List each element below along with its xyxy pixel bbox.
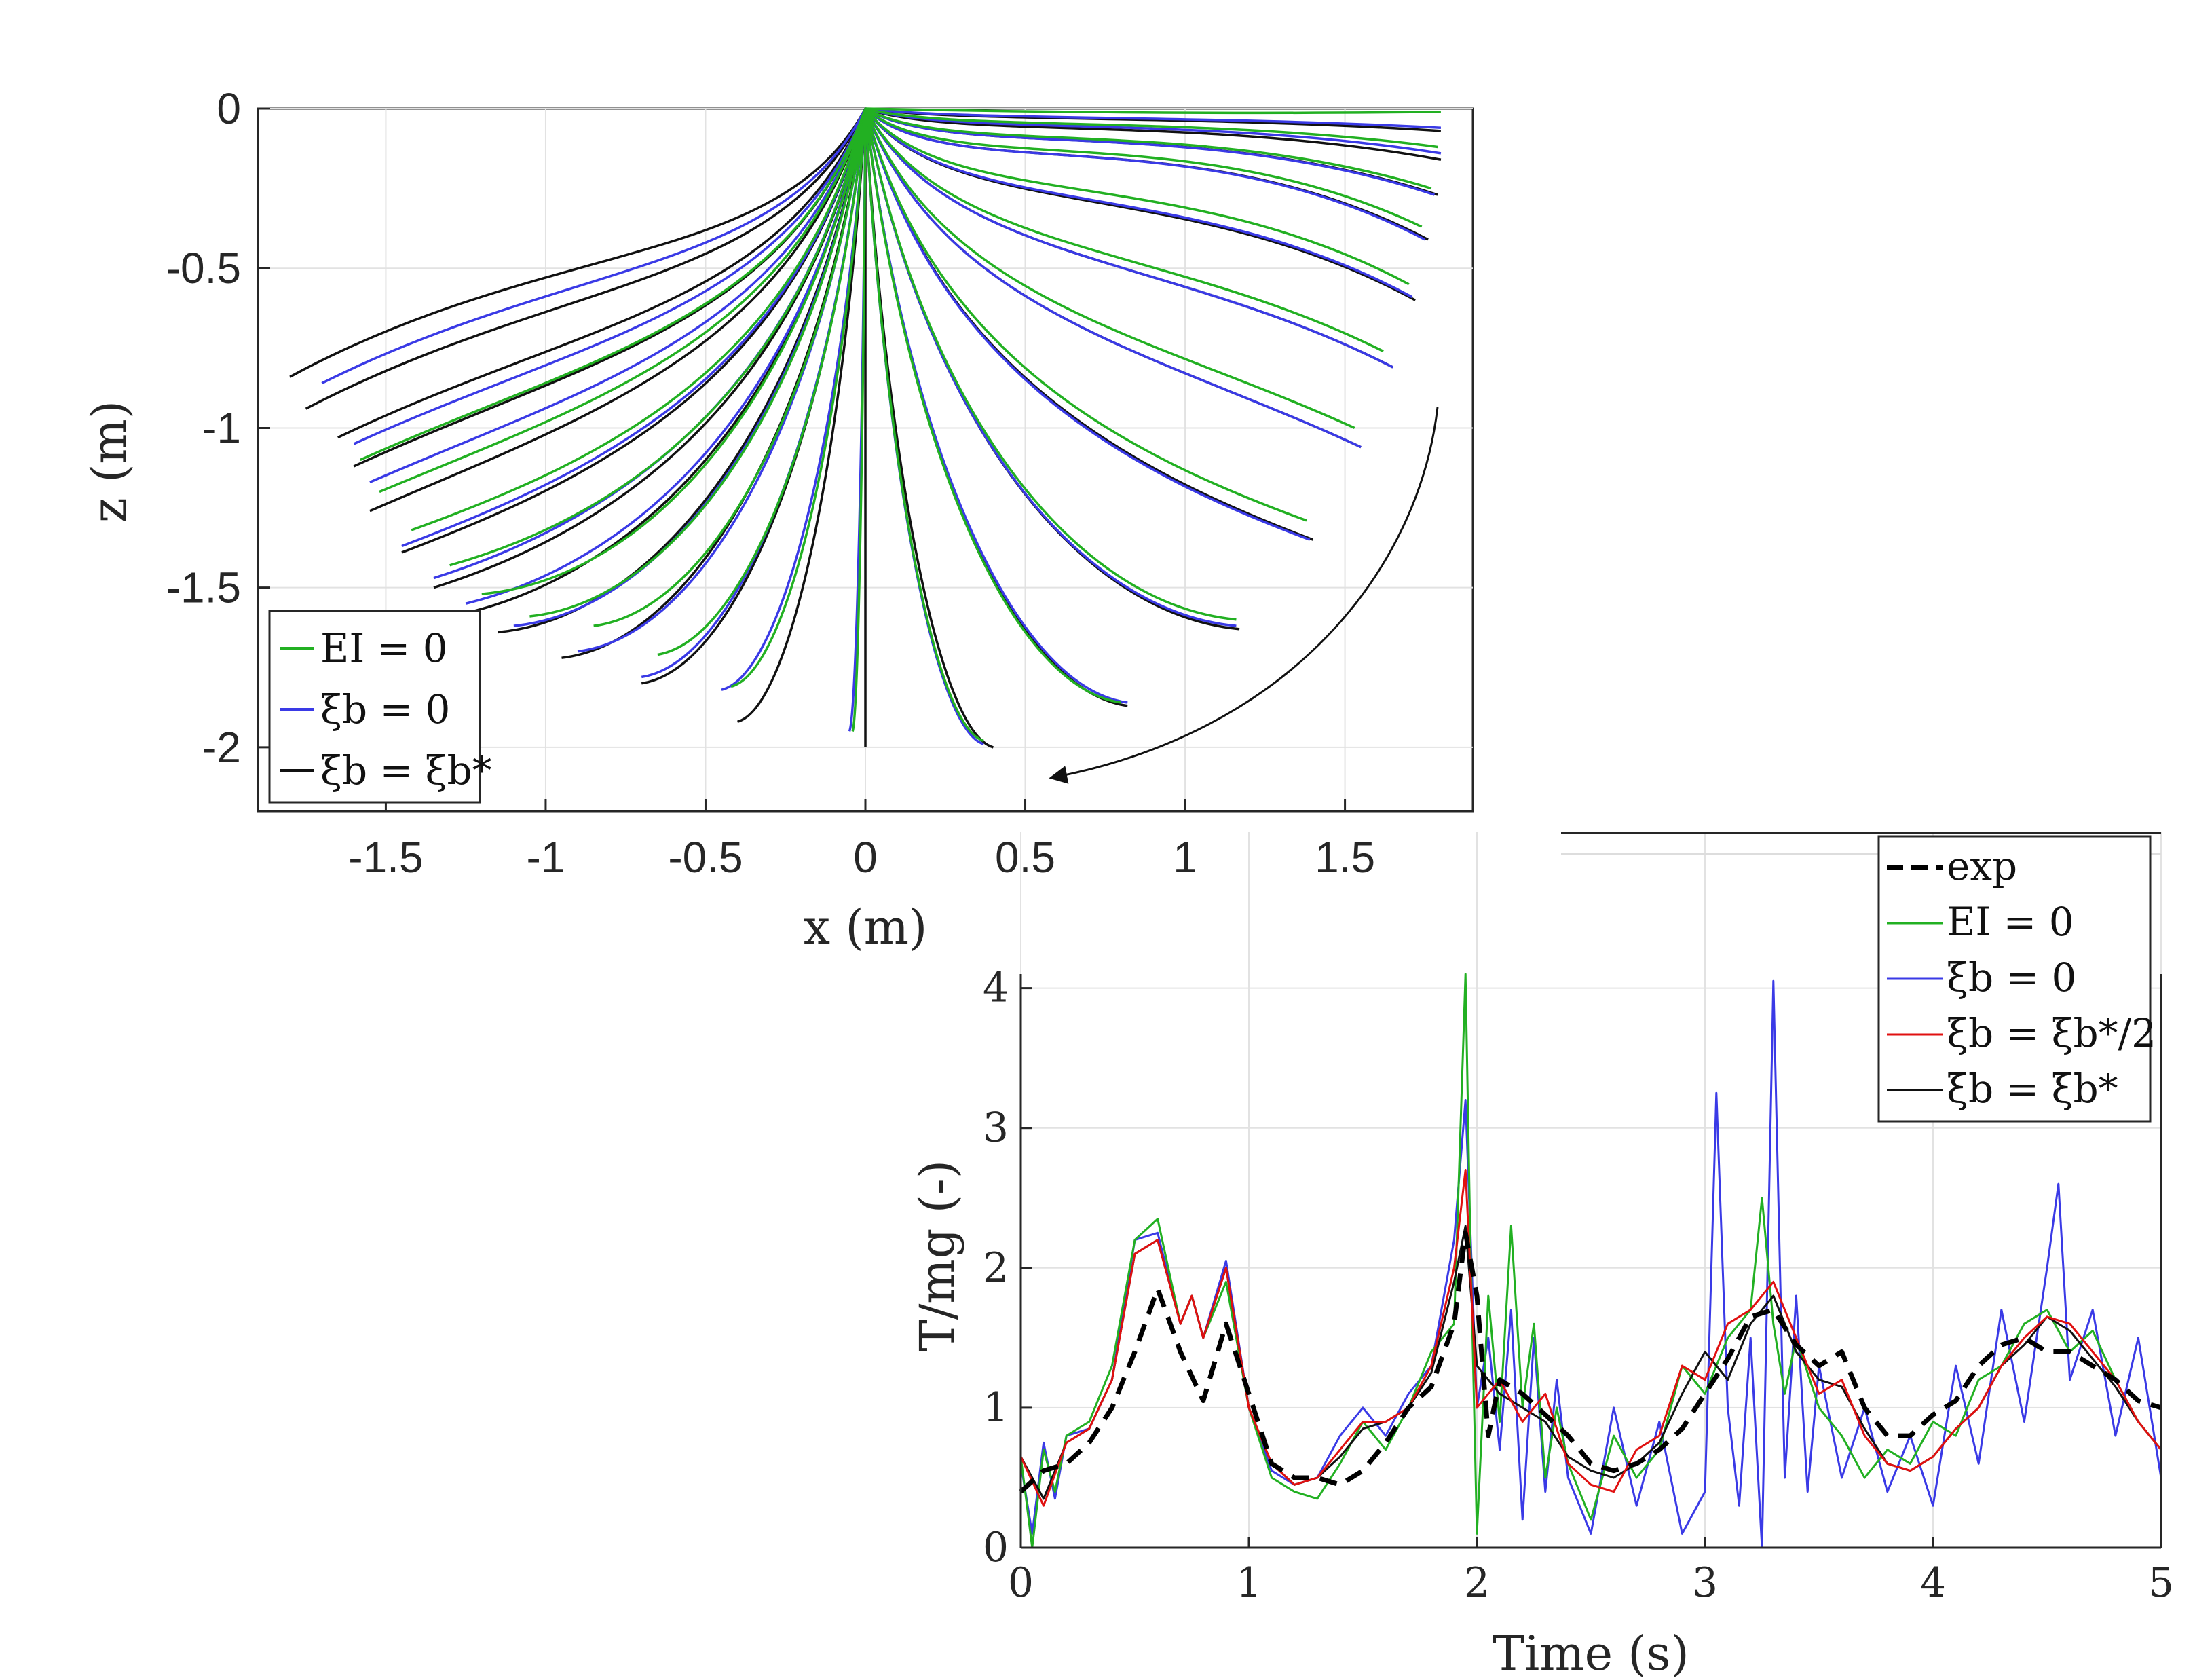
plot2-series-3 [1019, 1169, 2162, 1507]
plot1-y-tick-label: -0.5 [166, 244, 241, 293]
plot1-curve-2-6 [593, 108, 867, 627]
plot1-curve-1-16 [864, 108, 1394, 369]
plot1-x-tick-label: 1.5 [1315, 833, 1375, 882]
plot1-curve-0-4 [369, 108, 867, 512]
plot1-curve-2-20 [865, 107, 1441, 115]
plot2-legend-label: ξb = ξb* [1947, 1066, 2118, 1112]
plot1-curve-2-15 [864, 108, 1384, 353]
plot1-curve-1-20 [865, 107, 1442, 155]
plot1-curve-2-17 [864, 107, 1423, 228]
plot1-curve-2-12 [864, 108, 1237, 621]
plot1-curve-2-10 [864, 108, 984, 743]
plot2-x-axis-label: Time (s) [1493, 1626, 1689, 1680]
plot1-curve-2-8 [730, 108, 867, 688]
plot1-curve-1-14 [864, 108, 1311, 541]
plot1-curve-1-2 [369, 108, 867, 484]
plot2-x-tick-label: 3 [1692, 1559, 1718, 1607]
plot2-x-tick-label: 0 [1008, 1559, 1034, 1607]
plot-tension-time: 0 1 2 3 4 5 0 1 2 3 4 Time (s) T/mg (-) exp EI = 0 ξ… [909, 832, 2174, 1680]
plot1-legend-label: EI = 0 [320, 625, 448, 671]
plot1-curve-2-3 [449, 108, 867, 567]
plot1-x-tick-label: -0.5 [668, 833, 743, 882]
plot2-legend: exp EI = 0 ξb = 0 ξb = ξb*/2 ξb = ξb* [1877, 835, 2156, 1123]
plot1-curve-2-9 [851, 108, 867, 732]
plot1-x-axis-label: x (m) [804, 899, 928, 955]
plot1-curve-0-11 [737, 108, 867, 723]
plot1-curve-1-1 [353, 108, 867, 445]
plot2-x-tick-label: 2 [1464, 1559, 1490, 1607]
plot1-y-tick-label: -1.5 [166, 563, 241, 612]
plot1-x-tick-label: -1 [526, 833, 565, 882]
plot2-y-tick-label: 1 [983, 1384, 1009, 1432]
plot2-y-tick-label: 4 [983, 965, 1009, 1012]
plot1-x-tick-label: 0.5 [995, 833, 1055, 882]
plot1-x-tick-label: 0 [853, 833, 878, 882]
plot1-curve-0-0 [289, 108, 867, 378]
plot1-curve-2-7 [657, 108, 867, 656]
plot1-curve-2-16 [864, 107, 1410, 286]
plot1-x-tick-label: 1 [1173, 833, 1197, 882]
plot1-curve-2-11 [864, 108, 1122, 704]
plot1-curve-0-1 [305, 108, 867, 410]
plot1-curve-0-2 [337, 108, 867, 439]
plot1-curve-2-13 [864, 108, 1307, 522]
plot1-y-axis-label: z (m) [81, 400, 137, 523]
plot1-legend-label: ξb = ξb* [320, 747, 492, 794]
plot1-legend: EI = 0 ξb = 0 ξb = ξb* [268, 610, 492, 804]
plot2-legend-label: ξb = ξb*/2 [1947, 1010, 2156, 1056]
plot1-curve-2-14 [864, 108, 1355, 430]
plot2-x-tick-label: 5 [2148, 1559, 2174, 1607]
plot2-x-tick-label: 1 [1236, 1559, 1262, 1607]
plot2-legend-label: EI = 0 [1947, 899, 2074, 945]
plot1-x-tick-label: -1.5 [348, 833, 423, 882]
plot1-curve-0-22 [865, 107, 1442, 161]
plot2-series-0 [1019, 1230, 2162, 1494]
plot2-y-tick-label: 2 [983, 1244, 1009, 1292]
plot1-curve-1-21 [865, 107, 1441, 129]
plot2-y-axis-label: T/mg (-) [909, 1160, 965, 1351]
plot1-curve-1-17 [864, 107, 1413, 299]
plot2-y-tick-label: 0 [983, 1524, 1009, 1571]
plot1-curve-1-0 [321, 108, 867, 385]
plot1-curves [289, 107, 1442, 749]
plot2-legend-label: exp [1947, 843, 2017, 889]
plot1-curve-2-18 [865, 107, 1432, 190]
plot1-y-tick-label: -2 [202, 723, 241, 772]
plot1-curve-1-15 [864, 108, 1362, 449]
plot1-curve-2-1 [379, 108, 867, 493]
plot1-curve-1-18 [864, 107, 1426, 241]
plot1-y-tick-label: -1 [202, 403, 241, 452]
plot1-curve-2-19 [865, 107, 1438, 149]
plot1-y-tick-label: 0 [217, 84, 241, 133]
plot1-curve-2-0 [360, 108, 867, 462]
plot1-curve-2-4 [481, 108, 867, 595]
plot2-x-tick-label: 4 [1920, 1559, 1946, 1607]
plot2-curves [1019, 973, 2162, 1549]
plot1-curve-2-2 [411, 108, 867, 531]
plot1-tick-labels: -1.5 -1 -0.5 0 0.5 1 1.5 0 -0.5 -1 -1.5 -2 [166, 84, 1375, 882]
plot1-legend-label: ξb = 0 [320, 686, 450, 732]
plot-rod-shapes: -1.5 -1 -0.5 0 0.5 1 1.5 0 -0.5 -1 -1.5 -2 x (m) z … [81, 84, 1474, 955]
plot1-curve-2-5 [529, 108, 867, 618]
plot2-tick-labels: 0 1 2 3 4 5 0 1 2 3 4 [983, 965, 2174, 1607]
plot2-legend-label: ξb = 0 [1947, 954, 2076, 1001]
plot2-y-tick-label: 3 [983, 1104, 1009, 1152]
plot1-motion-arrow [1049, 407, 1439, 784]
